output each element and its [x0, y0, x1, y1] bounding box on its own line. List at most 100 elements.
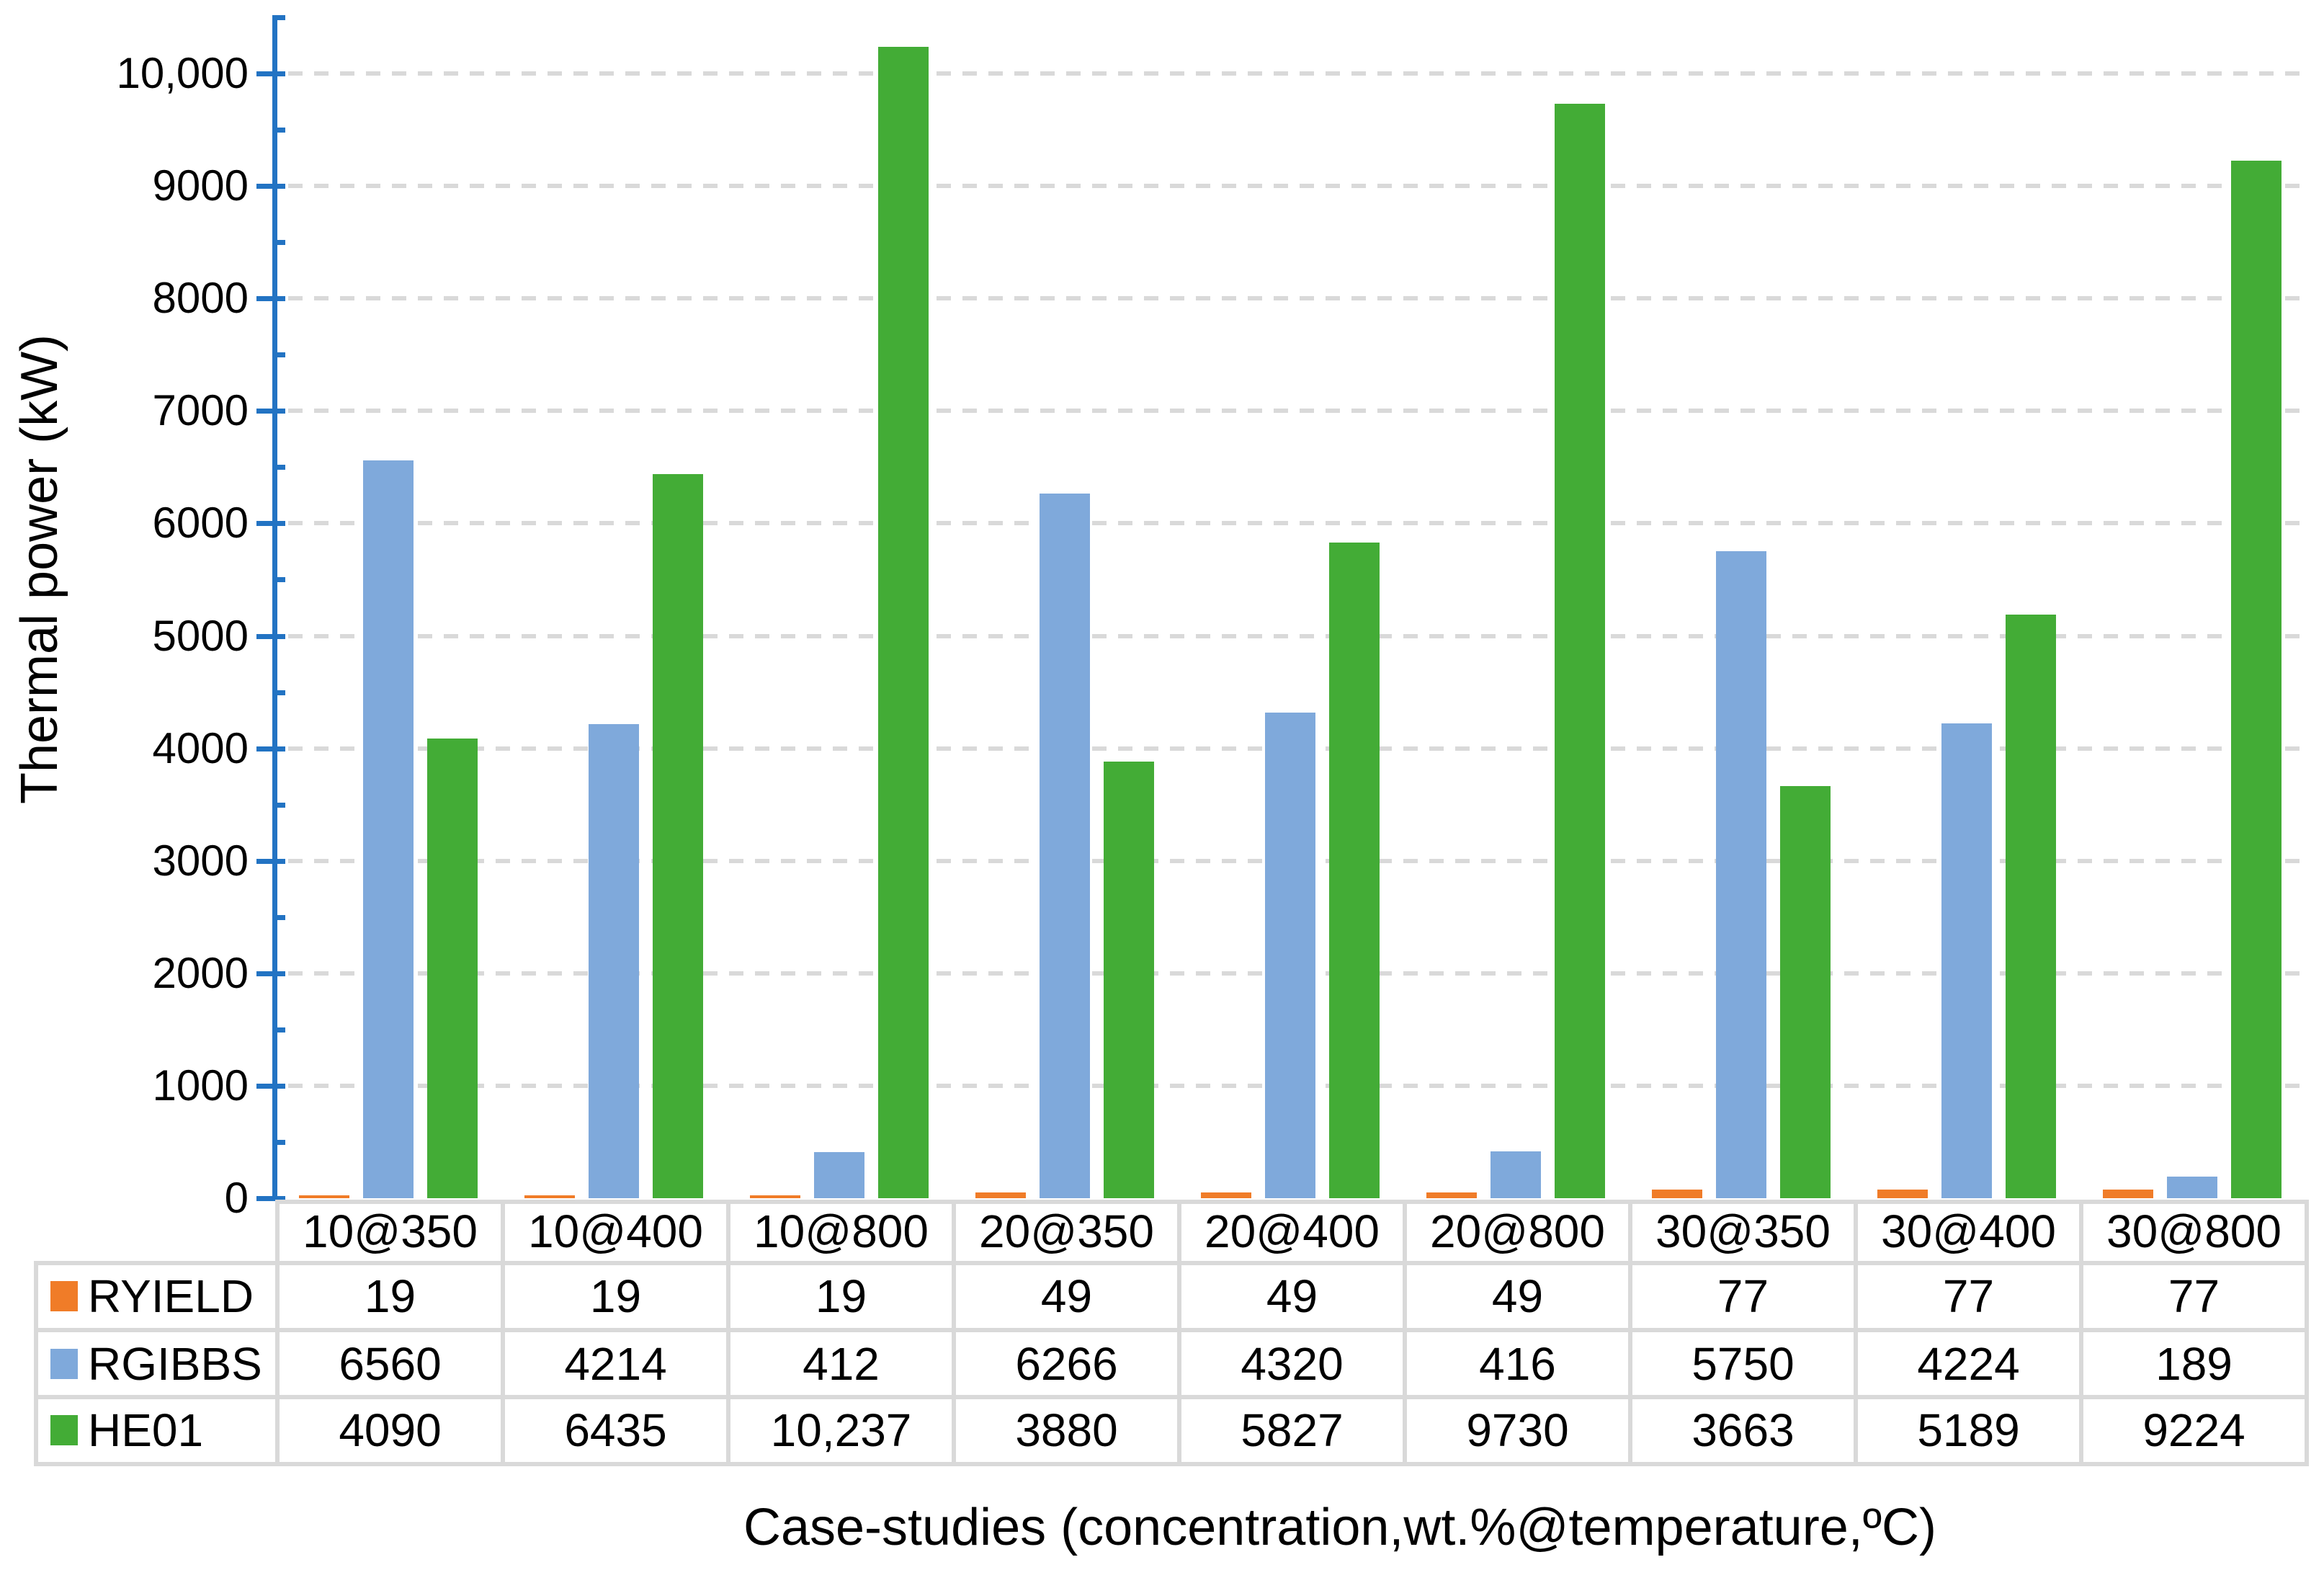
- table-cell-RYIELD-30@400: 77: [1942, 1270, 1995, 1322]
- y-axis-tick-label: 4000: [152, 724, 249, 772]
- y-axis-minor-tick: [274, 15, 285, 20]
- bar-RGIBBS-30@800: [2167, 1177, 2217, 1198]
- series-label-HE01: HE01: [88, 1404, 204, 1456]
- y-axis-major-tick: [256, 746, 285, 751]
- y-axis-major-tick: [256, 971, 285, 976]
- table-border-vertical: [726, 1200, 730, 1466]
- table-border-vertical: [501, 1200, 505, 1466]
- bar-HE01-30@350: [1780, 786, 1831, 1198]
- bar-RGIBBS-20@800: [1491, 1151, 1541, 1198]
- table-cell-RGIBBS-30@800: 189: [2155, 1338, 2233, 1390]
- table-cell-RYIELD-10@800: 19: [815, 1270, 867, 1322]
- bar-RGIBBS-30@350: [1716, 551, 1766, 1198]
- y-axis-minor-tick: [274, 465, 285, 470]
- y-axis-major-tick: [256, 521, 285, 526]
- bar-RGIBBS-20@350: [1040, 494, 1090, 1198]
- gridline: [288, 409, 2307, 413]
- y-axis-minor-tick: [274, 690, 285, 695]
- bar-RYIELD-30@350: [1652, 1190, 1702, 1198]
- y-axis-tick-label: 2000: [152, 949, 249, 997]
- table-border-vertical: [1854, 1200, 1858, 1466]
- bar-HE01-20@400: [1329, 543, 1380, 1198]
- bar-RYIELD-10@800: [750, 1195, 800, 1198]
- bar-HE01-30@400: [2006, 615, 2056, 1198]
- bar-RGIBBS-10@350: [363, 460, 414, 1198]
- table-border-horizontal: [34, 1328, 2309, 1332]
- y-axis-minor-tick: [274, 128, 285, 133]
- y-axis-tick-label: 10,000: [116, 49, 249, 97]
- y-axis-minor-tick: [274, 352, 285, 357]
- y-axis-major-tick: [256, 634, 285, 639]
- y-axis-tick-label: 5000: [152, 612, 249, 660]
- table-border-vertical: [1403, 1200, 1407, 1466]
- table-border-horizontal: [34, 1462, 2309, 1466]
- table-cell-RYIELD-20@800: 49: [1491, 1270, 1544, 1322]
- table-cell-HE01-30@400: 5189: [1917, 1404, 2020, 1456]
- table-cell-RYIELD-20@400: 49: [1266, 1270, 1318, 1322]
- gridline: [288, 521, 2307, 525]
- table-header-cell: 30@350: [1655, 1205, 1831, 1257]
- y-axis-minor-tick: [274, 915, 285, 920]
- legend-swatch-HE01: [50, 1415, 78, 1445]
- y-axis-major-tick: [256, 184, 285, 189]
- y-axis-tick-label: 6000: [152, 499, 249, 547]
- table-border-vertical: [2079, 1200, 2083, 1466]
- table-header-cell: 20@800: [1430, 1205, 1605, 1257]
- table-header-cell: 10@400: [528, 1205, 703, 1257]
- gridline: [288, 634, 2307, 638]
- table-border-vertical: [952, 1200, 956, 1466]
- table-cell-RGIBBS-20@350: 6266: [1015, 1338, 1118, 1390]
- bar-RYIELD-10@350: [299, 1195, 349, 1198]
- y-axis-title: Thermal power (kW): [11, 334, 68, 805]
- table-header-cell: 10@800: [754, 1205, 929, 1257]
- table-cell-HE01-20@400: 5827: [1241, 1404, 1344, 1456]
- gridline: [288, 184, 2307, 188]
- bar-RYIELD-30@800: [2103, 1190, 2153, 1198]
- y-axis-tick-label: 1000: [152, 1061, 249, 1110]
- bar-HE01-20@350: [1104, 762, 1154, 1198]
- bar-RGIBBS-20@400: [1265, 713, 1315, 1198]
- y-axis-major-tick: [256, 71, 285, 76]
- y-axis-minor-tick: [274, 577, 285, 582]
- y-axis-tick-label: 8000: [152, 274, 249, 322]
- table-header-cell: 20@400: [1205, 1205, 1380, 1257]
- table-cell-RGIBBS-10@350: 6560: [339, 1338, 442, 1390]
- bar-RGIBBS-30@400: [1941, 723, 1992, 1198]
- table-cell-RGIBBS-20@400: 4320: [1241, 1338, 1344, 1390]
- y-axis-minor-tick: [274, 1027, 285, 1032]
- gridline: [288, 296, 2307, 300]
- y-axis-minor-tick: [274, 803, 285, 808]
- table-border-vertical: [2305, 1200, 2309, 1466]
- table-header-cell: 30@800: [2106, 1205, 2281, 1257]
- table-cell-RGIBBS-30@400: 4224: [1917, 1338, 2020, 1390]
- bar-RYIELD-10@400: [524, 1195, 575, 1198]
- legend-swatch-RYIELD: [50, 1281, 78, 1311]
- table-cell-HE01-10@400: 6435: [564, 1404, 667, 1456]
- table-cell-RYIELD-10@350: 19: [364, 1270, 416, 1322]
- bar-HE01-20@800: [1555, 104, 1605, 1198]
- bar-HE01-10@350: [427, 739, 478, 1198]
- y-axis-minor-tick: [274, 240, 285, 245]
- bar-HE01-10@800: [878, 47, 929, 1198]
- bar-HE01-30@800: [2231, 161, 2281, 1198]
- table-cell-RYIELD-30@350: 77: [1717, 1270, 1769, 1322]
- y-axis-tick-label: 0: [224, 1174, 249, 1222]
- bar-RYIELD-20@400: [1201, 1192, 1251, 1198]
- x-axis-title: Case-studies (concentration,wt.%@tempera…: [743, 1499, 1937, 1556]
- y-axis-minor-tick: [274, 1140, 285, 1145]
- bar-RGIBBS-10@800: [814, 1152, 864, 1198]
- gridline: [288, 71, 2307, 76]
- table-header-cell: 10@350: [303, 1205, 478, 1257]
- y-axis-tick-label: 9000: [152, 161, 249, 210]
- legend-swatch-RGIBBS: [50, 1349, 78, 1379]
- table-header-cell: 20@350: [979, 1205, 1154, 1257]
- bar-HE01-10@400: [653, 474, 703, 1198]
- series-label-RGIBBS: RGIBBS: [88, 1338, 262, 1390]
- table-border-horizontal: [34, 1261, 2309, 1265]
- bar-RGIBBS-10@400: [589, 724, 639, 1198]
- table-border-vertical: [34, 1261, 38, 1466]
- table-cell-HE01-10@350: 4090: [339, 1404, 442, 1456]
- table-border-horizontal: [275, 1200, 2309, 1204]
- table-border-vertical: [275, 1200, 280, 1466]
